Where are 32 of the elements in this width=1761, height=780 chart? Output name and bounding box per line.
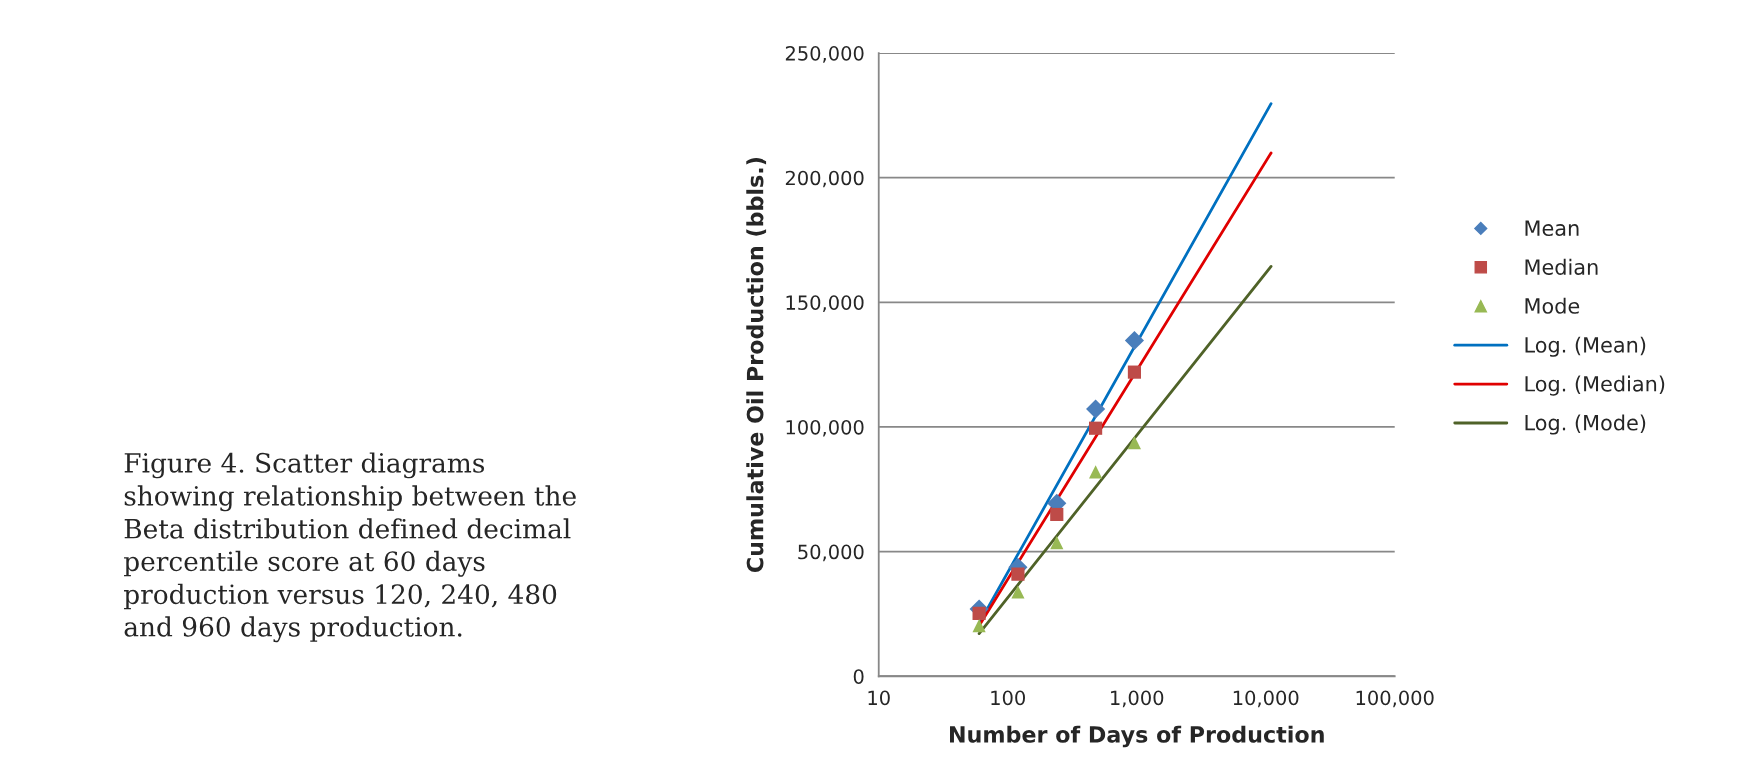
y-tick-label: 150,000 <box>786 295 864 312</box>
point <box>1086 399 1106 419</box>
caption: Figure 4. Scatter diagrams showing relationship between the Beta distribution defined decimal percentile score at 60 days production versus 120, 240, 480 and 960 days production. <box>124 452 576 643</box>
point <box>1050 536 1064 550</box>
point <box>1050 507 1064 522</box>
point <box>1011 585 1025 599</box>
y-tick-label: 250,000 <box>785 46 864 63</box>
point <box>1127 436 1142 450</box>
y-axis-title: Cumulative Oil Production (bbls.) <box>746 158 767 573</box>
legend-label: Log. (Mode) <box>1525 414 1646 435</box>
y-tick-label: 0 <box>853 669 864 684</box>
y-tick-label: 50,000 <box>798 544 864 562</box>
y-tick-label: 100,000 <box>786 419 864 437</box>
legend-label: Log. (Median) <box>1525 375 1665 396</box>
x-tick-label: 10,000 <box>1233 690 1299 708</box>
point <box>972 619 986 633</box>
legend-label: Mode <box>1525 297 1580 314</box>
x-axis-title: Number of Days of Production <box>950 725 1324 748</box>
x-tick-label: 1,000 <box>1111 690 1164 708</box>
legend-label: Log. (Mean) <box>1525 336 1646 357</box>
legend-label: Median <box>1525 258 1598 275</box>
point <box>1124 330 1145 351</box>
point <box>972 606 986 621</box>
point <box>1011 567 1025 581</box>
legend-label: Mean <box>1525 220 1579 237</box>
x-tick-label: 100,000 <box>1356 690 1434 708</box>
point <box>1089 465 1103 479</box>
y-tick-label: 200,000 <box>785 170 864 188</box>
point <box>1127 365 1142 379</box>
x-tick-label: 10 <box>868 690 890 706</box>
point <box>1089 421 1103 435</box>
x-tick-label: 100 <box>991 690 1025 706</box>
